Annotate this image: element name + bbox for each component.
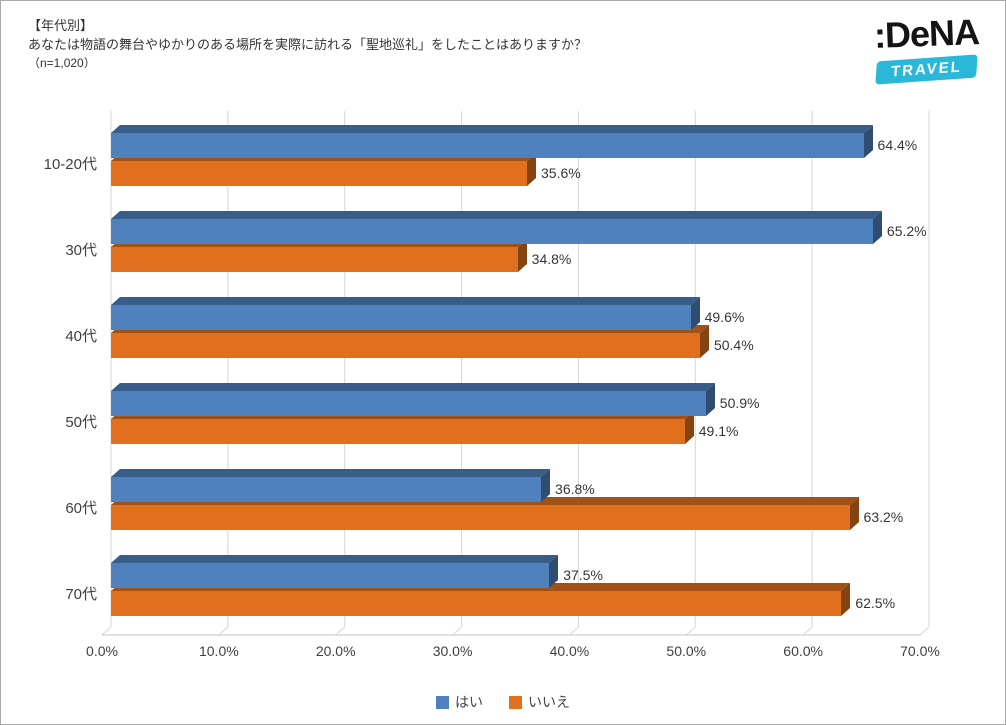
bar-yes-top-face bbox=[111, 125, 873, 133]
x-tick-label: 50.0% bbox=[666, 643, 707, 659]
x-tick-label: 60.0% bbox=[783, 643, 823, 659]
dena-travel-logo: :DeNA TRAVEL bbox=[873, 11, 980, 85]
value-label: 37.5% bbox=[563, 566, 603, 583]
legend-label-no: いいえ bbox=[528, 694, 570, 710]
x-tick-label: 30.0% bbox=[432, 643, 473, 659]
travel-badge: TRAVEL bbox=[875, 54, 978, 85]
bar-yes-top-face bbox=[111, 211, 882, 219]
bar-yes-top-face bbox=[111, 383, 715, 391]
legend-item-yes: はい bbox=[436, 692, 483, 712]
x-tick-label: 0.0% bbox=[86, 643, 118, 659]
category-label: 50代 bbox=[65, 414, 97, 431]
category-label: 40代 bbox=[65, 328, 97, 345]
category-label: 10-20代 bbox=[43, 156, 97, 173]
category-label: 60代 bbox=[65, 500, 97, 517]
value-label: 49.6% bbox=[704, 308, 745, 325]
bar-yes bbox=[111, 219, 873, 244]
bar-no bbox=[111, 591, 842, 616]
bar-yes-top-face bbox=[111, 297, 700, 305]
dena-logo-text: :DeNA bbox=[873, 11, 980, 56]
bar-no bbox=[111, 247, 518, 272]
legend-label-yes: はい bbox=[455, 694, 483, 710]
value-label: 64.4% bbox=[877, 136, 918, 153]
bar-no bbox=[111, 333, 700, 358]
value-label: 50.9% bbox=[719, 394, 760, 411]
bar-yes bbox=[111, 305, 691, 330]
chart-title-question: あなたは物語の舞台やゆかりのある場所を実際に訪れる「聖地巡礼」をしたことはありま… bbox=[28, 37, 588, 52]
bar-yes bbox=[111, 133, 864, 158]
bar-no-side-face bbox=[841, 583, 851, 616]
value-label: 50.4% bbox=[713, 336, 754, 353]
category-label: 70代 bbox=[65, 586, 97, 603]
bar-yes-top-face bbox=[111, 469, 551, 477]
x-tick-label: 40.0% bbox=[549, 643, 590, 659]
x-tick-label: 10.0% bbox=[198, 643, 239, 659]
x-tick-label: 70.0% bbox=[900, 643, 940, 659]
value-label: 35.6% bbox=[541, 164, 581, 181]
bar-yes bbox=[111, 391, 706, 416]
chart-header: 【年代別】 あなたは物語の舞台やゆかりのある場所を実際に訪れる「聖地巡礼」をした… bbox=[28, 16, 587, 73]
header-category: 【年代別】 bbox=[28, 18, 94, 33]
legend-swatch-yes bbox=[436, 695, 449, 709]
sample-size: （n=1,020） bbox=[28, 56, 96, 70]
bar-no bbox=[111, 419, 685, 444]
legend-item-no: いいえ bbox=[509, 692, 570, 712]
legend-swatch-no bbox=[509, 695, 522, 709]
legend: はい いいえ bbox=[1, 692, 1005, 712]
value-label: 63.2% bbox=[863, 508, 904, 525]
bar-no bbox=[111, 161, 527, 186]
bar-yes-top-face bbox=[111, 555, 559, 563]
category-label: 30代 bbox=[65, 242, 97, 259]
value-label: 49.1% bbox=[698, 422, 739, 439]
bar-no bbox=[111, 505, 850, 530]
x-tick-label: 20.0% bbox=[315, 643, 356, 659]
value-label: 34.8% bbox=[531, 250, 572, 267]
bar-yes bbox=[111, 477, 542, 502]
value-label: 36.8% bbox=[555, 480, 595, 497]
value-label: 62.5% bbox=[855, 594, 896, 611]
bar-yes bbox=[111, 563, 550, 588]
value-label: 65.2% bbox=[886, 222, 927, 239]
